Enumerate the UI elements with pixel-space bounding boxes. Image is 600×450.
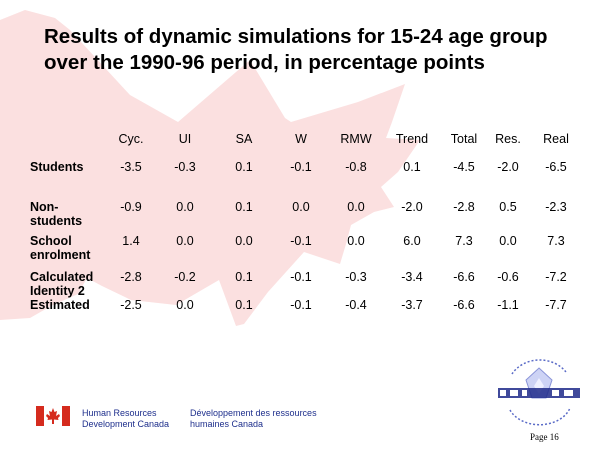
table-cell: -0.1: [290, 160, 312, 174]
page-number: Page 16: [530, 432, 559, 442]
column-header: Cyc.: [118, 132, 144, 146]
table-cell: -0.1: [290, 234, 312, 248]
table-cell: -2.3: [545, 200, 567, 214]
column-header: Res.: [495, 132, 521, 146]
slide-title: Results of dynamic simulations for 15-24…: [44, 25, 548, 74]
table-cell: 0.0: [176, 234, 194, 248]
table-cell: 0.1: [403, 160, 421, 174]
column-header: Trend: [395, 132, 429, 146]
table-cell: 0.1: [235, 298, 253, 312]
table-cell: -2.8: [453, 200, 475, 214]
table-cell: 7.3: [455, 234, 473, 248]
row-label: Calculated Identity 2: [30, 270, 94, 298]
table-cell: 6.0: [403, 234, 421, 248]
table-cell: -2.0: [497, 160, 519, 174]
column-header: W: [295, 132, 307, 146]
table-cell: -0.3: [174, 160, 196, 174]
hrdc-name-english: Human Resources Development Canada: [82, 408, 170, 429]
column-header: SA: [235, 132, 253, 146]
table-cell: 0.0: [499, 234, 517, 248]
table-row: Calculated Identity 2 -2.8 -0.2 0.1 -0.1…: [30, 264, 584, 298]
results-table: Cyc. UI SA W RMW Trend Total Res. Real S…: [30, 128, 584, 318]
table-row: Estimated -2.5 0.0 0.1 -0.1 -0.4 -3.7 -6…: [30, 298, 584, 318]
table-cell: -7.7: [545, 298, 567, 312]
table-cell: -2.5: [120, 298, 142, 312]
table-cell: -4.5: [453, 160, 475, 174]
table-row: Non-students -0.9 0.0 0.1 0.0 0.0 -2.0 -…: [30, 184, 584, 228]
table-cell: -7.2: [545, 270, 567, 284]
table-cell: 1.4: [122, 234, 140, 248]
table-cell: -0.1: [290, 298, 312, 312]
table-cell: 0.1: [235, 270, 253, 284]
table-cell: -6.5: [545, 160, 567, 174]
row-label: Estimated: [30, 298, 90, 312]
table-cell: -1.1: [497, 298, 519, 312]
column-header: RMW: [340, 132, 372, 146]
table-cell: -3.5: [120, 160, 142, 174]
table-cell: -2.0: [401, 200, 423, 214]
column-header: Total: [450, 132, 478, 146]
table-cell: -0.8: [345, 160, 367, 174]
table-cell: 0.0: [347, 200, 365, 214]
table-cell: 7.3: [547, 234, 565, 248]
table-cell: -0.3: [345, 270, 367, 284]
table-row: School enrolment 1.4 0.0 0.0 -0.1 0.0 6.…: [30, 228, 584, 264]
table-cell: -0.9: [120, 200, 142, 214]
table-row: Students -3.5 -0.3 0.1 -0.1 -0.8 0.1 -4.…: [30, 150, 584, 184]
row-label: School enrolment: [30, 234, 91, 262]
table-cell: -3.4: [401, 270, 423, 284]
table-cell: -2.8: [120, 270, 142, 284]
table-header-row: Cyc. UI SA W RMW Trend Total Res. Real: [30, 128, 584, 150]
table-cell: 0.5: [499, 200, 517, 214]
table-cell: 0.1: [235, 160, 253, 174]
table-cell: 0.1: [235, 200, 253, 214]
table-cell: 0.0: [235, 234, 253, 248]
table-cell: -0.2: [174, 270, 196, 284]
table-cell: -0.1: [290, 270, 312, 284]
table-cell: 0.0: [292, 200, 310, 214]
column-header: Real: [543, 132, 569, 146]
row-label: Non-students: [30, 200, 83, 228]
table-cell: -6.6: [453, 298, 475, 312]
table-cell: 0.0: [347, 234, 365, 248]
row-label: Students: [30, 160, 84, 174]
hrdc-emblem-icon: [498, 359, 580, 426]
canada-flag-icon: [36, 406, 70, 426]
header-empty-cell: [30, 128, 106, 150]
hrdc-name-french: Développement des ressources humaines Ca…: [190, 408, 317, 429]
table-cell: -3.7: [401, 298, 423, 312]
table-cell: 0.0: [176, 200, 194, 214]
table-cell: 0.0: [176, 298, 194, 312]
table-cell: -0.6: [497, 270, 519, 284]
table-cell: -6.6: [453, 270, 475, 284]
column-header: UI: [178, 132, 192, 146]
table-cell: -0.4: [345, 298, 367, 312]
